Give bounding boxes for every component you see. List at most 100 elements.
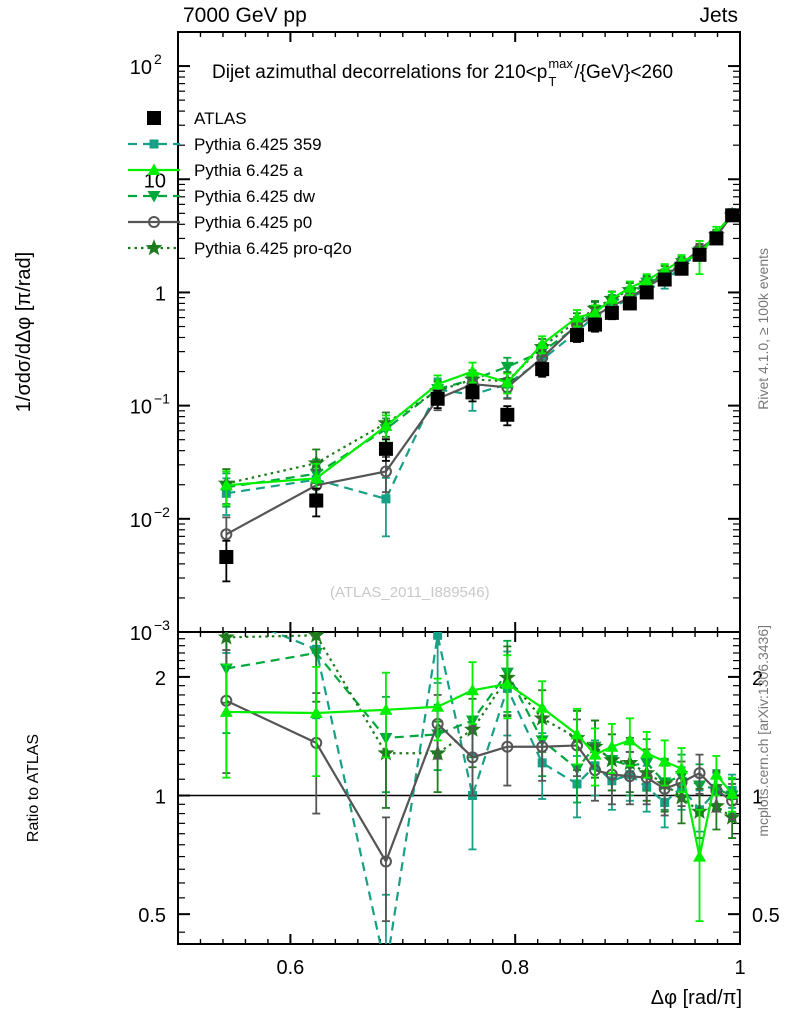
y-axis-label: 1/σdσ/dΔφ [π/rad]: [13, 252, 35, 412]
marker-star: [145, 239, 163, 256]
legend-item-atlas[interactable]: ATLAS: [147, 109, 247, 128]
x-tick-label: 0.6: [276, 957, 304, 979]
marker-square: [309, 493, 324, 508]
svg-text:10: 10: [130, 397, 152, 419]
svg-text:Dijet azimuthal decorrelations: Dijet azimuthal decorrelations for 210<p: [212, 62, 547, 83]
legend-item-p359[interactable]: Pythia 6.425 359: [128, 135, 322, 154]
marker-triangle-up: [570, 727, 584, 740]
marker-square: [219, 549, 234, 564]
y-tick-label: 10 −3: [130, 617, 170, 645]
marker-triangle-up: [379, 419, 393, 432]
svg-text:10: 10: [130, 623, 152, 645]
marker-square: [657, 272, 672, 287]
legend-label: ATLAS: [194, 109, 247, 128]
watermark-text: (ATLAS_2011_I889546): [330, 584, 490, 601]
marker-square: [692, 247, 707, 262]
legend-label: Pythia 6.425 359: [194, 135, 322, 154]
svg-text:1: 1: [155, 283, 166, 305]
legend-item-pq2o[interactable]: Pythia 6.425 pro-q2o: [128, 239, 352, 258]
marker-triangle-up: [640, 746, 654, 759]
marker-triangle-up: [535, 701, 549, 713]
marker-triangle-up: [379, 703, 393, 715]
header-left-label: 7000 GeV pp: [183, 4, 307, 27]
y-tick-label: 10 −1: [130, 391, 170, 419]
ratio-y-tick-label-right: 0.5: [752, 905, 780, 927]
marker-triangle-up: [640, 273, 654, 286]
marker-triangle-up: [588, 748, 602, 760]
x-axis-label: Δφ [rad/π]: [651, 987, 742, 1009]
ratio-line: [226, 634, 733, 819]
plot-title: Dijet azimuthal decorrelations for 210<p…: [212, 56, 673, 89]
marker-triangle-down: [147, 191, 161, 203]
marker-triangle-up: [309, 706, 323, 718]
ratio-line: [225, 699, 733, 865]
svg-text:−1: −1: [154, 391, 170, 407]
ratio-y-axis-label: Ratio to ATLAS: [25, 734, 42, 842]
marker-triangle-up: [675, 762, 689, 774]
svg-text:/{GeV}<260: /{GeV}<260: [574, 62, 673, 83]
main-series-group: [217, 206, 740, 583]
side-text-top: Rivet 4.1.0, ≥ 100k events: [755, 248, 771, 410]
svg-text:T: T: [548, 74, 556, 89]
side-text-bottom: mcplots.cern.ch [arXiv:1306.3436]: [755, 625, 771, 837]
marker-square: [570, 328, 585, 343]
marker-triangle-up: [431, 700, 445, 712]
ratio-y-tick-label-right: 2: [752, 668, 763, 690]
marker-circle: [623, 770, 636, 783]
marker-square-small: [149, 139, 159, 149]
marker-circle: [501, 740, 514, 753]
svg-text:2: 2: [154, 51, 162, 67]
marker-triangle-up: [623, 281, 637, 293]
legend-label: Pythia 6.425 a: [194, 161, 303, 180]
marker-triangle-up: [219, 705, 233, 717]
legend-item-pp0[interactable]: Pythia 6.425 p0: [128, 213, 312, 232]
marker-circle: [379, 465, 392, 478]
marker-triangle-up: [693, 850, 707, 862]
svg-text:−3: −3: [154, 617, 170, 633]
marker-triangle-up: [465, 365, 479, 377]
marker-triangle-down: [500, 361, 514, 374]
series-atlas: [219, 208, 740, 583]
marker-square: [378, 441, 393, 456]
marker-square: [725, 208, 740, 223]
marker-square: [535, 362, 550, 377]
marker-triangle-up: [570, 311, 584, 323]
x-tick-label: 0.8: [501, 957, 529, 979]
svg-text:10: 10: [130, 510, 152, 532]
legend-item-pdw[interactable]: Pythia 6.425 dw: [128, 187, 316, 206]
svg-text:max: max: [548, 56, 573, 71]
legend-label: Pythia 6.425 pro-q2o: [194, 239, 352, 258]
marker-triangle-up: [623, 733, 637, 746]
ratio-series-pa: [219, 654, 739, 923]
series-pp0: [220, 208, 739, 562]
marker-circle: [379, 855, 392, 868]
marker-square-small: [433, 632, 443, 640]
marker-triangle-up: [500, 376, 514, 388]
legend-item-pa[interactable]: Pythia 6.425 a: [128, 161, 303, 180]
marker-circle: [536, 740, 549, 753]
header-right-label: Jets: [699, 4, 738, 27]
marker-circle: [693, 767, 706, 780]
marker-star: [217, 632, 235, 645]
marker-triangle-up: [219, 478, 233, 491]
ratio-y-tick-label: 1: [155, 787, 166, 809]
marker-square: [147, 111, 161, 125]
marker-circle: [148, 216, 160, 228]
ratio-series-group: [178, 632, 740, 944]
marker-triangle-up: [535, 337, 549, 350]
y-tick-label: 10 −2: [130, 504, 170, 532]
marker-square: [430, 391, 445, 406]
ratio-panel-frame: [177, 631, 741, 945]
marker-square: [674, 261, 689, 276]
marker-triangle-up: [725, 787, 739, 799]
svg-text:10: 10: [130, 57, 152, 79]
marker-square: [604, 305, 619, 320]
svg-text:−2: −2: [154, 504, 170, 520]
ratio-y-tick-label: 2: [155, 668, 166, 690]
marker-triangle-up: [431, 377, 445, 390]
marker-square: [500, 407, 515, 422]
y-tick-label: 1: [155, 283, 166, 305]
ratio-line: [270, 632, 733, 944]
svg-text:10: 10: [144, 170, 166, 192]
ratio-y-tick-label: 0.5: [138, 905, 166, 927]
